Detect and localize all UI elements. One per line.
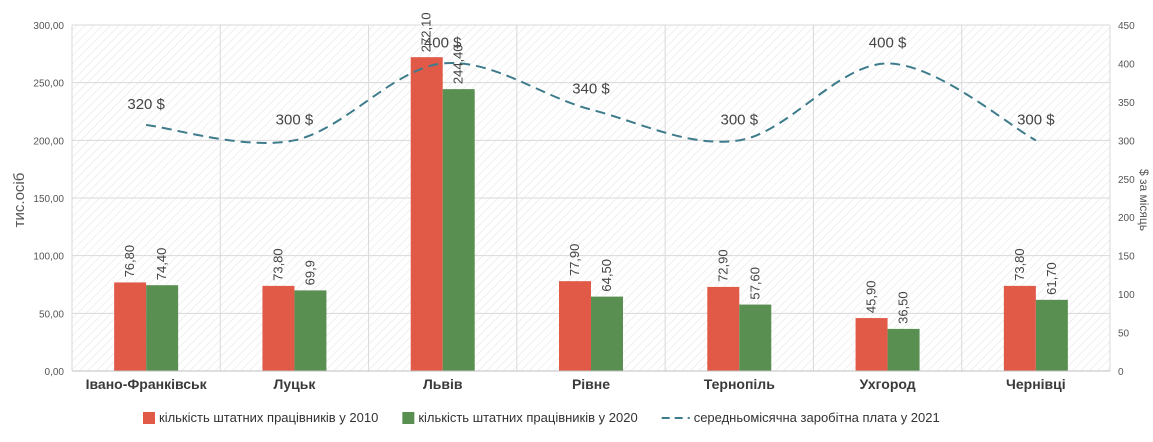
legend-label: кількість штатних працівників у 2020 [418,410,637,425]
y2-tick-label: 50 [1118,329,1130,340]
bar [888,329,920,371]
bar [591,297,623,371]
y2-tick-label: 300 [1118,136,1135,147]
bar [856,318,888,371]
y2-axis-title: $ за місяць [1137,169,1151,231]
bar-data-label: 45,90 [864,281,879,314]
bar [411,57,443,371]
y2-tick-label: 400 [1118,59,1135,70]
y-tick-label: 250,00 [33,79,64,90]
bar [559,281,591,371]
y-tick-label: 0,00 [45,367,65,378]
y2-tick-label: 150 [1118,252,1135,263]
bar [1004,286,1036,371]
x-tick-label: Ухгород [859,376,915,392]
bar [294,290,326,371]
line-data-label: 300 $ [276,111,314,128]
legend-label: кількість штатних працівників у 2010 [159,410,378,425]
x-tick-label: Рівне [572,376,610,392]
y2-tick-label: 350 [1118,98,1135,109]
line-data-label: 300 $ [1017,111,1055,128]
y-tick-label: 200,00 [33,136,64,147]
bar [443,89,475,371]
x-tick-label: Івано-Франківськ [86,376,208,392]
y-axis-title: тис.осіб [11,173,28,228]
legend-label: середньомісячна заробітна плата у 2021 [694,410,940,425]
bar-data-label: 69,9 [302,260,317,285]
bar [707,287,739,371]
bar [739,305,771,371]
bar-data-label: 64,50 [599,259,614,292]
line-data-label: 400 $ [424,34,462,51]
bar [1036,300,1068,371]
x-tick-label: Тернопіль [704,376,775,392]
y2-tick-label: 100 [1118,290,1135,301]
x-tick-label: Чернівці [1006,376,1066,392]
bar-data-label: 72,90 [715,249,730,282]
bar [146,285,178,371]
bar-data-label: 76,80 [122,245,137,278]
x-tick-label: Луцьк [274,376,317,392]
x-tick-label: Львів [423,376,463,392]
bar-data-label: 73,80 [1012,248,1027,281]
bar-data-label: 61,70 [1044,262,1059,295]
line-data-label: 300 $ [721,111,759,128]
bar-data-label: 74,40 [154,248,169,281]
line-data-label: 320 $ [127,96,165,113]
y-tick-label: 150,00 [33,194,64,205]
y2-tick-label: 0 [1118,367,1124,378]
bar [114,282,146,371]
y2-tick-label: 200 [1118,213,1135,224]
bar-data-label: 57,60 [747,267,762,300]
bar-data-label: 36,50 [896,291,911,324]
y-tick-label: 300,00 [33,21,64,32]
legend-swatch [402,412,414,424]
y2-tick-label: 450 [1118,21,1135,32]
line-data-label: 340 $ [572,81,610,98]
y-tick-label: 100,00 [33,252,64,263]
y2-tick-label: 250 [1118,175,1135,186]
bar-data-label: 73,80 [270,248,285,281]
bar-data-label: 77,90 [567,244,582,277]
y-tick-label: 50,00 [39,309,64,320]
legend: кількість штатних працівників у 2010 кіль… [143,410,940,425]
legend-swatch [143,412,155,424]
bar [262,286,294,371]
line-data-label: 400 $ [869,34,907,51]
